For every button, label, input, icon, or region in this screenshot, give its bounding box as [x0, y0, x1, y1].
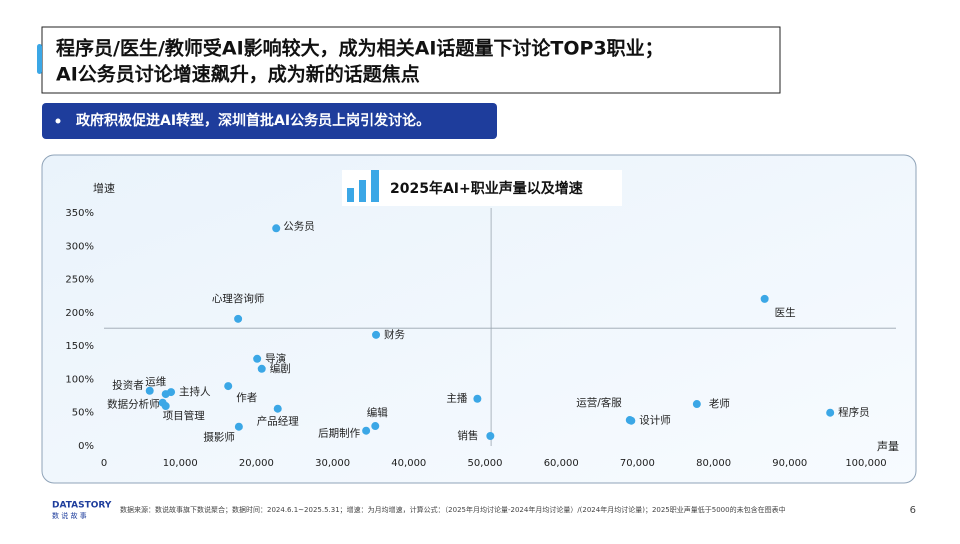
y-tick-label: 150%	[65, 341, 94, 352]
point-label: 投资者	[112, 379, 144, 392]
point	[253, 354, 262, 363]
plot: 0% 50% 100% 150% 200% 250% 300% 350% 0 10,000 20,0…	[65, 208, 896, 469]
point-label: 数据分析师	[107, 398, 160, 411]
y-tick-label: 350%	[65, 208, 94, 219]
point	[692, 400, 701, 409]
logo-sub: 数 说 故 事	[52, 511, 87, 520]
point-label: 摄影师	[203, 431, 235, 444]
y-axis-label: 增速	[93, 181, 115, 195]
point	[627, 416, 636, 425]
point	[372, 330, 381, 339]
point-label: 作者	[236, 392, 257, 404]
title-box	[41, 26, 781, 94]
bullet-text: 政府积极促进AI转型，深圳首批AI公务员上岗引发讨论。	[76, 112, 430, 129]
x-tick-label: 0	[101, 458, 107, 469]
y-tick-label: 200%	[65, 308, 94, 319]
point	[234, 422, 243, 431]
x-tick-label: 60,000	[544, 458, 579, 469]
point-label: 编剧	[270, 362, 291, 375]
title-line: 程序员/医生/教师受AI影响较大，成为相关AI话题量下讨论TOP3职业；	[56, 37, 664, 60]
point	[145, 386, 154, 395]
point-label: 老师	[709, 397, 730, 410]
point-label: 产品经理	[257, 415, 299, 428]
y-tick-label: 100%	[65, 374, 94, 385]
point	[224, 382, 233, 391]
point	[362, 426, 371, 435]
x-tick-label: 80,000	[696, 458, 731, 469]
x-tick-label: 90,000	[772, 458, 807, 469]
x-tick-label: 70,000	[620, 458, 655, 469]
point-label: 心理咨询师	[212, 292, 265, 305]
point-label: 医生	[775, 306, 796, 319]
point-label: 公务员	[283, 219, 315, 232]
point-label: 后期制作	[318, 427, 360, 440]
bullet-box	[42, 103, 497, 139]
point	[473, 394, 482, 403]
point	[371, 422, 380, 431]
point	[234, 314, 243, 323]
point-label: 销售	[457, 429, 478, 442]
y-tick-label: 50%	[72, 408, 94, 419]
source-note: 数据来源：数说故事旗下数说聚合；数据时间：2024.6.1~2025.5.31；…	[120, 505, 786, 514]
point	[486, 432, 495, 441]
x-tick-label: 100,000	[845, 458, 886, 469]
point	[167, 388, 176, 397]
x-tick-label: 20,000	[239, 458, 274, 469]
x-tick-label: 10,000	[163, 458, 198, 469]
point-label: 主持人	[179, 385, 211, 398]
point	[161, 402, 170, 411]
point	[826, 408, 835, 417]
point	[272, 224, 281, 233]
title-accent	[37, 44, 42, 74]
y-tick-label: 0%	[78, 441, 94, 452]
x-tick-label: 40,000	[391, 458, 426, 469]
point	[257, 364, 266, 373]
point-label: 项目管理	[163, 409, 205, 422]
title-line: AI公务员讨论增速飙升，成为新的话题焦点	[56, 63, 420, 86]
point-label: 设计师	[639, 414, 671, 427]
point	[760, 294, 769, 303]
y-tick-label: 250%	[65, 275, 94, 286]
icon-bar	[359, 180, 366, 202]
chart-title: 2025年AI+职业声量以及增速	[390, 180, 583, 197]
y-tick-label: 300%	[65, 241, 94, 252]
chart-title-box	[342, 170, 622, 206]
x-axis-label: 声量	[877, 439, 899, 453]
x-tick-label: 30,000	[315, 458, 350, 469]
point-label: 运维	[145, 375, 166, 388]
x-tick-label: 50,000	[468, 458, 503, 469]
point-label: 编辑	[367, 406, 388, 419]
point-label: 运营/客服	[576, 396, 622, 409]
point-label: 导演	[265, 352, 286, 365]
icon-bar	[347, 188, 354, 202]
point	[273, 404, 282, 413]
point-label: 程序员	[838, 406, 870, 419]
point-label: 财务	[384, 328, 405, 341]
bullet-dot	[55, 118, 61, 124]
page-number: 6	[910, 505, 916, 516]
point-label: 主播	[446, 392, 467, 405]
icon-bar	[371, 170, 379, 202]
logo: DATASTORY	[52, 501, 112, 511]
